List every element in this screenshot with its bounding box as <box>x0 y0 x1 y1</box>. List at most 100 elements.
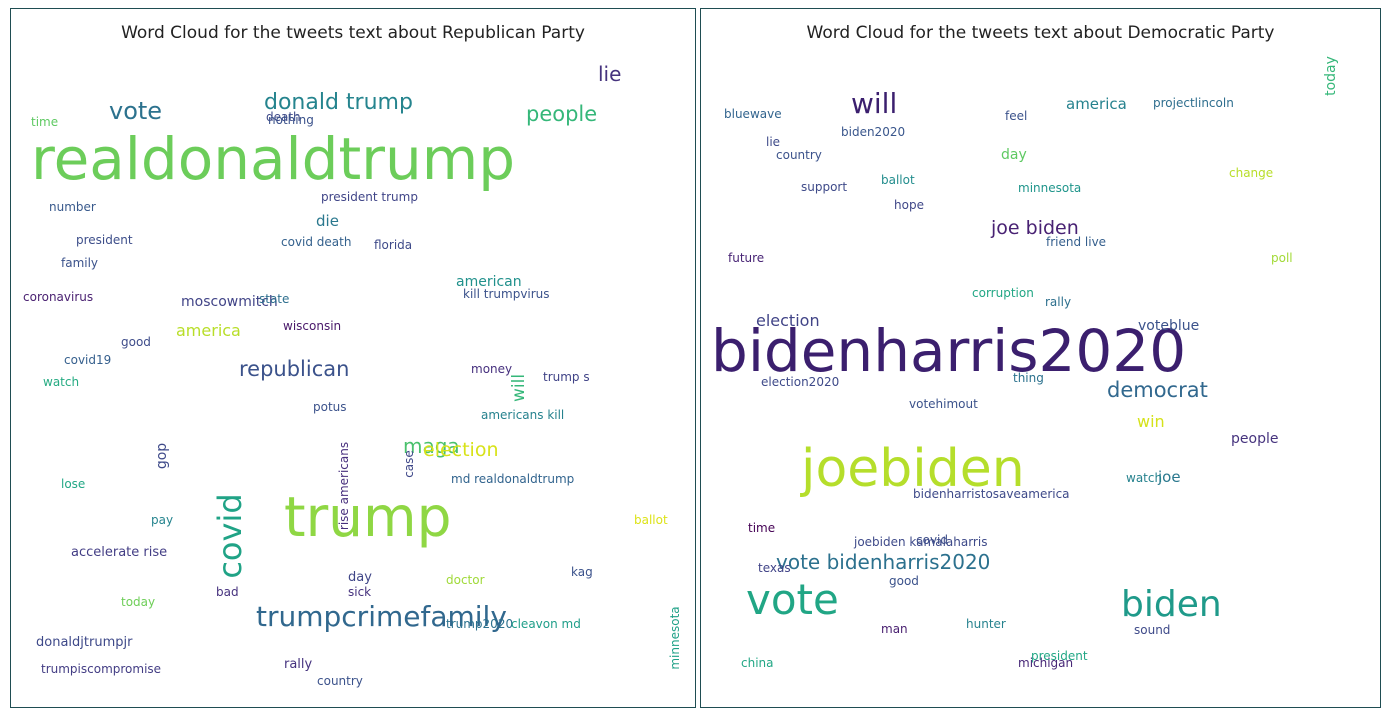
rep-word-covid-death: covid death <box>281 235 351 249</box>
rep-word-rally: rally <box>284 657 313 672</box>
rep-word-realdonaldtrump: realdonaldtrump <box>31 125 515 193</box>
rep-word-covid19: covid19 <box>64 353 111 367</box>
rep-word-republican: republican <box>239 357 349 381</box>
republican-wordcloud-title: Word Cloud for the tweets text about Rep… <box>121 23 585 43</box>
dem-word-win: win <box>1137 412 1165 431</box>
rep-word-potus: potus <box>313 400 347 414</box>
dem-word-hope: hope <box>894 198 924 212</box>
rep-word-trump-s: trump s <box>543 370 590 384</box>
rep-word-maga: maga <box>403 434 460 458</box>
dem-word-support: support <box>801 180 847 194</box>
rep-word-trumpcrimefamily: trumpcrimefamily <box>256 600 507 633</box>
rep-word-wisconsin: wisconsin <box>283 319 341 333</box>
dem-word-michigan: michigan <box>1018 656 1073 670</box>
dem-word-people: people <box>1231 431 1278 447</box>
rep-word-watch: watch <box>43 375 79 389</box>
dem-word-vote: vote <box>746 575 839 624</box>
dem-word-bluewave: bluewave <box>724 107 782 121</box>
rep-word-minnesota: minnesota <box>668 606 682 669</box>
rep-word-death: death <box>266 110 301 124</box>
dem-word-texas: texas <box>758 561 791 575</box>
democratic-wordcloud-panel: Word Cloud for the tweets text about Dem… <box>700 8 1381 708</box>
dem-word-watch: watch <box>1126 471 1162 485</box>
rep-word-lie: lie <box>598 62 621 86</box>
rep-word-time: time <box>31 115 58 129</box>
rep-word-president-trump: president trump <box>321 190 418 204</box>
dem-word-joe-biden: joe biden <box>990 217 1079 239</box>
democratic-wordcloud: bidenharris2020 joebiden vote biden will demo… <box>711 56 1339 670</box>
rep-word-die: die <box>316 212 339 230</box>
dem-word-country: country <box>776 148 822 162</box>
rep-word-lose: lose <box>61 477 85 491</box>
dem-word-voteblue: voteblue <box>1138 318 1199 334</box>
rep-word-election: election <box>423 439 499 461</box>
rep-word-kill-trumpvirus: kill trumpvirus <box>463 287 550 301</box>
rep-word-state: state <box>259 292 289 306</box>
dem-word-projectlincoln: projectlincoln <box>1153 96 1234 110</box>
rep-word-donald-trump: donald trump <box>264 90 413 115</box>
dem-word-rally: rally <box>1045 295 1071 309</box>
rep-word-coronavirus: coronavirus <box>23 290 93 304</box>
dem-word-america: america <box>1066 95 1127 113</box>
dem-word-ballot: ballot <box>881 173 915 187</box>
rep-word-moscowmitch: moscowmitch <box>181 294 278 310</box>
dem-word-poll: poll <box>1271 251 1293 265</box>
dem-word-will: will <box>851 87 897 120</box>
rep-word-ballot: ballot <box>634 513 668 527</box>
dem-word-change: change <box>1229 166 1273 180</box>
dem-word-joe: joe <box>1157 468 1181 486</box>
dem-word-covid: covid <box>916 533 948 547</box>
dem-word-feel: feel <box>1005 109 1027 123</box>
rep-word-nothing: nothing <box>268 113 314 127</box>
dem-word-biden2020: biden2020 <box>841 125 905 139</box>
rep-word-kag: kag <box>571 565 593 579</box>
rep-word-trump: trump <box>284 485 452 549</box>
dem-word-election2020: election2020 <box>761 375 839 389</box>
rep-word-rise-americans: rise americans <box>337 442 351 530</box>
rep-word-sick: sick <box>348 585 371 599</box>
rep-word-accelerate-rise: accelerate rise <box>71 545 167 560</box>
dem-word-joebiden: joebiden <box>800 439 1025 499</box>
dem-word-lie: lie <box>766 135 780 149</box>
dem-word-hunter: hunter <box>966 617 1006 631</box>
dem-word-good: good <box>889 574 919 588</box>
democratic-wordcloud-title: Word Cloud for the tweets text about Dem… <box>806 23 1275 43</box>
dem-word-friend-live: friend live <box>1046 235 1106 249</box>
rep-word-trump2020: trump2020 <box>446 617 513 631</box>
rep-word-president: president <box>76 233 133 247</box>
dem-word-bidenharris2020: bidenharris2020 <box>711 317 1186 385</box>
rep-word-case: case <box>402 450 416 478</box>
rep-word-america: america <box>176 321 241 340</box>
rep-word-today: today <box>121 595 155 609</box>
rep-word-good: good <box>121 335 151 349</box>
dem-word-time: time <box>748 521 775 535</box>
republican-wordcloud-panel: Word Cloud for the tweets text about Rep… <box>10 8 696 708</box>
dem-word-votehimout: votehimout <box>909 397 978 411</box>
dem-word-bidenharristosaveamerica: bidenharristosaveamerica <box>913 487 1070 501</box>
dem-word-joebiden-kamalaharris: joebiden kamalaharris <box>853 535 987 549</box>
rep-word-american: american <box>456 274 522 290</box>
dem-word-corruption: corruption <box>972 286 1034 300</box>
rep-word-americans-kill: americans kill <box>481 408 564 422</box>
rep-word-donaldjtrumpjr: donaldjtrumpjr <box>36 635 133 650</box>
rep-word-trumpiscompromise: trumpiscompromise <box>41 662 161 676</box>
dem-word-election: election <box>756 311 820 330</box>
rep-word-country: country <box>317 674 363 688</box>
rep-word-gop: gop <box>154 443 170 469</box>
rep-word-money: money <box>471 362 512 376</box>
rep-word-day: day <box>348 570 372 585</box>
dem-word-sound: sound <box>1134 623 1170 637</box>
rep-word-vote: vote <box>109 97 162 125</box>
dem-word-man: man <box>881 622 908 636</box>
rep-word-doctor: doctor <box>446 573 485 587</box>
dem-word-today: today <box>1323 56 1339 96</box>
republican-wordcloud: realdonaldtrump trump covidtrumpcrimefamil… <box>23 62 682 688</box>
rep-word-bad: bad <box>216 585 239 599</box>
dem-word-vote-bidenharris2020: vote bidenharris2020 <box>776 550 990 574</box>
dem-word-future: future <box>728 251 764 265</box>
dem-word-china: china <box>741 656 774 670</box>
dem-word-day: day <box>1001 147 1027 163</box>
rep-word-florida: florida <box>374 238 412 252</box>
rep-word-pay: pay <box>151 513 173 527</box>
dem-word-democrat: democrat <box>1107 378 1208 402</box>
